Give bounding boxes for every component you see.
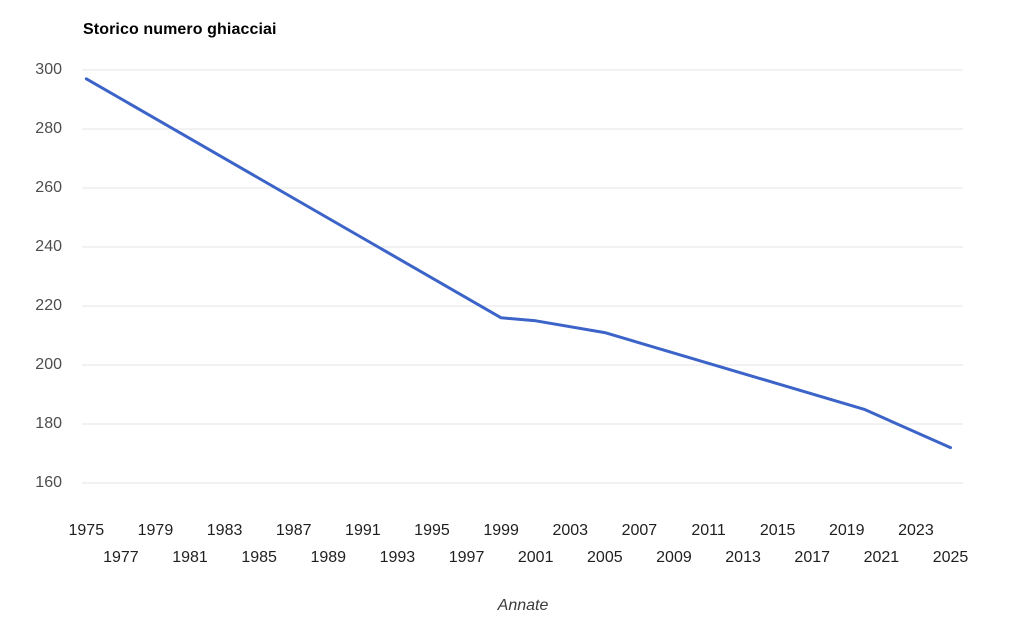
x-tick-label: 1977 bbox=[103, 549, 139, 566]
x-tick-label: 1997 bbox=[448, 549, 485, 566]
x-tick-label: 2005 bbox=[587, 549, 623, 566]
x-tick-label: 2025 bbox=[932, 549, 969, 566]
x-tick-label: 2009 bbox=[656, 549, 692, 566]
x-tick-label: 2019 bbox=[828, 522, 865, 539]
x-tick-label: 2003 bbox=[552, 522, 589, 539]
x-tick-label: 2021 bbox=[863, 549, 900, 566]
x-tick-label: 2007 bbox=[621, 522, 658, 539]
x-tick-label: 1989 bbox=[310, 549, 347, 566]
x-tick-label: 1993 bbox=[379, 549, 416, 566]
x-tick-label: 2015 bbox=[759, 522, 796, 539]
y-tick-label: 260 bbox=[35, 179, 62, 196]
x-tick-label: 2023 bbox=[898, 522, 934, 539]
y-tick-label: 240 bbox=[35, 238, 62, 255]
x-axis-title: Annate bbox=[497, 597, 549, 614]
x-tick-label: 1987 bbox=[275, 522, 312, 539]
x-tick-label: 1975 bbox=[68, 522, 105, 539]
y-tick-label: 220 bbox=[35, 297, 62, 314]
chart-title: Storico numero ghiacciai bbox=[83, 21, 277, 38]
x-tick-label: 1991 bbox=[345, 522, 381, 539]
y-tick-label: 280 bbox=[35, 120, 62, 137]
x-tick-label: 1983 bbox=[206, 522, 243, 539]
x-tick-label: 1999 bbox=[483, 522, 519, 539]
x-tick-label: 1979 bbox=[137, 522, 174, 539]
x-tick-label: 2011 bbox=[691, 522, 726, 539]
x-tick-label: 2013 bbox=[725, 549, 761, 566]
x-tick-label: 2001 bbox=[517, 549, 554, 566]
x-tick-label: 1981 bbox=[172, 549, 208, 566]
y-tick-label: 160 bbox=[35, 474, 62, 491]
y-tick-label: 300 bbox=[35, 61, 62, 78]
y-tick-label: 180 bbox=[35, 415, 62, 432]
series-line bbox=[84, 77, 952, 450]
x-tick-label: 1995 bbox=[414, 522, 450, 539]
y-tick-label: 200 bbox=[35, 356, 62, 373]
x-tick-label: 1985 bbox=[241, 549, 277, 566]
x-tick-label: 2017 bbox=[794, 549, 831, 566]
